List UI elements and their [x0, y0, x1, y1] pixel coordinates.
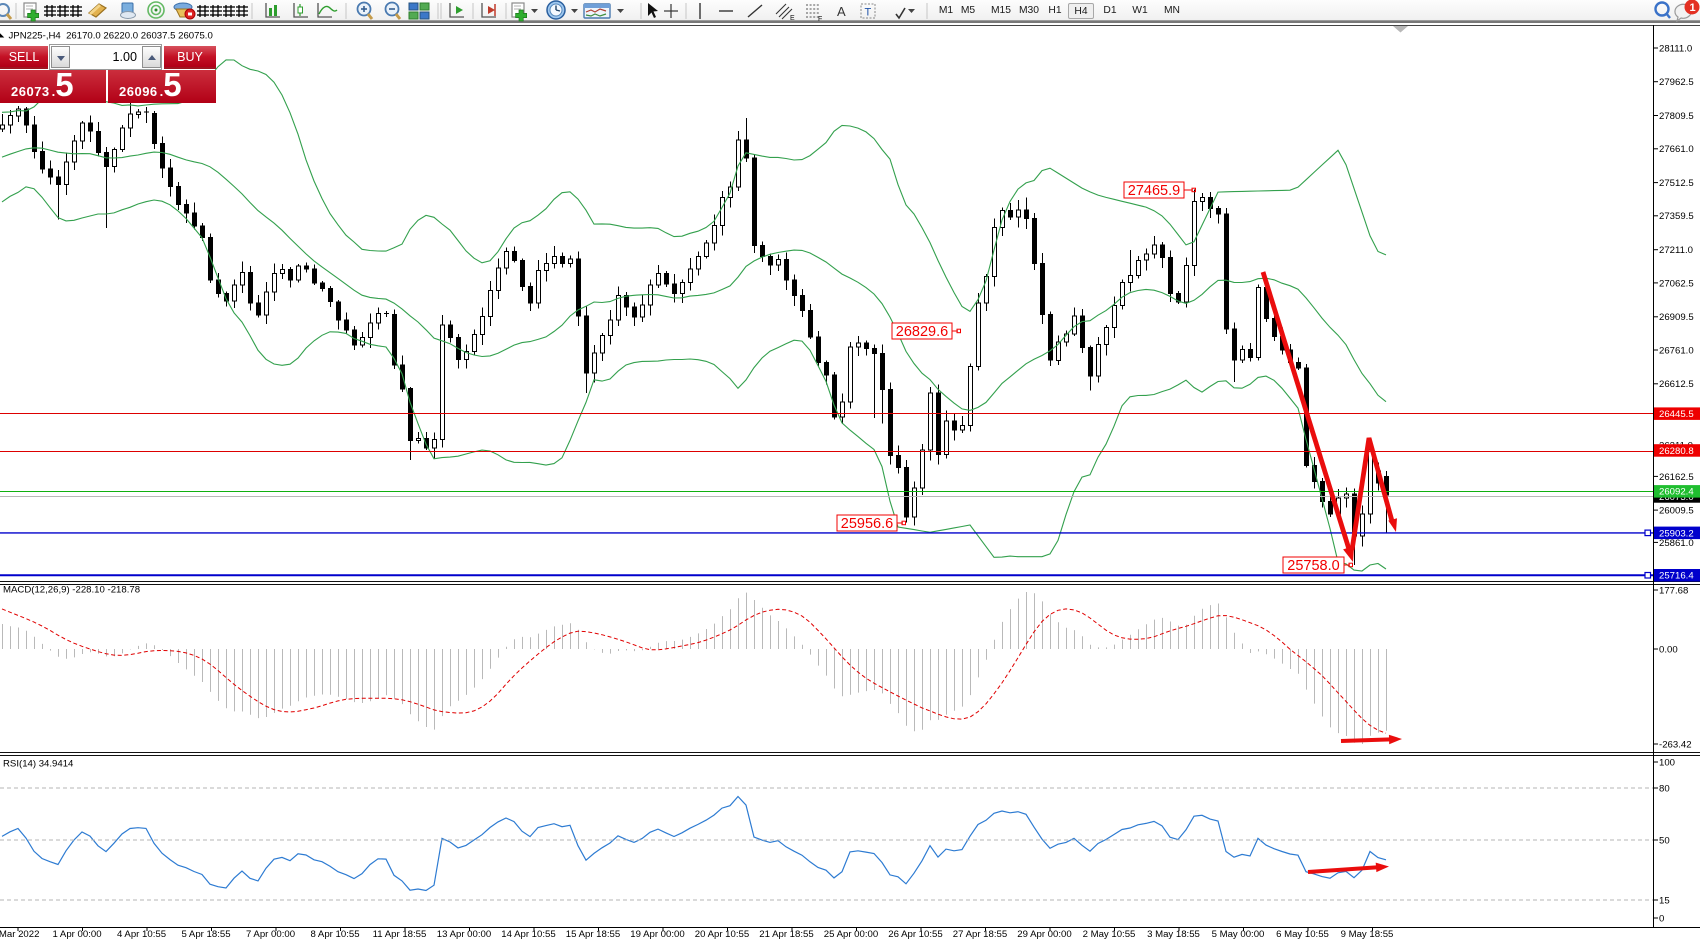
svg-text:0: 0	[1659, 913, 1664, 924]
svg-text:25861.0: 25861.0	[1659, 538, 1694, 549]
svg-text:13 Apr 00:00: 13 Apr 00:00	[437, 929, 491, 939]
svg-text:26162.5: 26162.5	[1659, 472, 1694, 483]
svg-text:21 Apr 18:55: 21 Apr 18:55	[759, 929, 813, 939]
svg-text:100: 100	[1659, 757, 1675, 768]
svg-text:27962.5: 27962.5	[1659, 77, 1694, 88]
svg-text:JPN225-,H4 26170.0 26220.0 26: JPN225-,H4 26170.0 26220.0 26037.5 26075…	[9, 31, 213, 42]
svg-text:T: T	[865, 7, 872, 19]
svg-text:1: 1	[1690, 2, 1696, 14]
svg-text:6 May 10:55: 6 May 10:55	[1276, 929, 1329, 939]
svg-text:MACD(12,26,9) -228.10 -218.78: MACD(12,26,9) -228.10 -218.78	[3, 585, 140, 596]
svg-text:26909.5: 26909.5	[1659, 312, 1694, 323]
svg-text:26829.6: 26829.6	[896, 324, 948, 340]
svg-text:26280.8: 26280.8	[1659, 446, 1694, 457]
svg-text:7 Apr 00:00: 7 Apr 00:00	[246, 929, 295, 939]
svg-text:19 Apr 00:00: 19 Apr 00:00	[630, 929, 684, 939]
svg-text:8 Apr 10:55: 8 Apr 10:55	[310, 929, 359, 939]
svg-text:26612.5: 26612.5	[1659, 379, 1694, 390]
svg-text:15: 15	[1659, 895, 1670, 906]
svg-text:27512.5: 27512.5	[1659, 178, 1694, 189]
svg-text:27359.5: 27359.5	[1659, 211, 1694, 222]
svg-text:27211.0: 27211.0	[1659, 245, 1693, 256]
svg-text:E: E	[790, 15, 795, 22]
svg-text:0.00: 0.00	[1659, 644, 1678, 655]
svg-text:25956.6: 25956.6	[841, 516, 893, 532]
svg-text:27809.5: 27809.5	[1659, 111, 1694, 122]
svg-text:15 Apr 18:55: 15 Apr 18:55	[566, 929, 620, 939]
svg-text:2 May 10:55: 2 May 10:55	[1083, 929, 1136, 939]
svg-text:25716.4: 25716.4	[1659, 571, 1694, 582]
svg-text:177.68: 177.68	[1659, 585, 1688, 596]
svg-text:50: 50	[1659, 835, 1670, 846]
svg-text:3 May 18:55: 3 May 18:55	[1147, 929, 1200, 939]
svg-text:-263.42: -263.42	[1659, 739, 1692, 750]
svg-text:29 Apr 00:00: 29 Apr 00:00	[1017, 929, 1071, 939]
svg-text:25903.2: 25903.2	[1659, 528, 1694, 539]
svg-text:27062.5: 27062.5	[1659, 278, 1694, 289]
svg-text:28111.0: 28111.0	[1659, 43, 1692, 54]
svg-text:26009.5: 26009.5	[1659, 506, 1694, 517]
svg-text:27465.9: 27465.9	[1128, 183, 1180, 199]
svg-text:30 Mar 2022: 30 Mar 2022	[0, 929, 39, 939]
svg-text:80: 80	[1659, 783, 1670, 794]
svg-text:A: A	[837, 4, 846, 19]
svg-text:4 Apr 10:55: 4 Apr 10:55	[117, 929, 166, 939]
svg-text:5 Apr 18:55: 5 Apr 18:55	[181, 929, 230, 939]
svg-text:27 Apr 18:55: 27 Apr 18:55	[953, 929, 1007, 939]
svg-text:14 Apr 10:55: 14 Apr 10:55	[501, 929, 555, 939]
svg-text:F: F	[818, 16, 822, 22]
svg-text:5 May 00:00: 5 May 00:00	[1212, 929, 1265, 939]
svg-text:26445.5: 26445.5	[1659, 409, 1694, 420]
svg-text:11 Apr 18:55: 11 Apr 18:55	[373, 929, 427, 939]
svg-text:25 Apr 00:00: 25 Apr 00:00	[824, 929, 878, 939]
svg-text:26761.0: 26761.0	[1659, 345, 1694, 356]
svg-text:25758.0: 25758.0	[1287, 558, 1339, 574]
svg-text:RSI(14) 34.9414: RSI(14) 34.9414	[3, 759, 74, 770]
svg-text:20 Apr 10:55: 20 Apr 10:55	[695, 929, 749, 939]
svg-text:1 Apr 00:00: 1 Apr 00:00	[52, 929, 101, 939]
svg-text:27661.0: 27661.0	[1659, 144, 1694, 155]
svg-text:9 May 18:55: 9 May 18:55	[1341, 929, 1394, 939]
svg-text:26092.4: 26092.4	[1659, 487, 1694, 498]
svg-text:26 Apr 10:55: 26 Apr 10:55	[888, 929, 942, 939]
